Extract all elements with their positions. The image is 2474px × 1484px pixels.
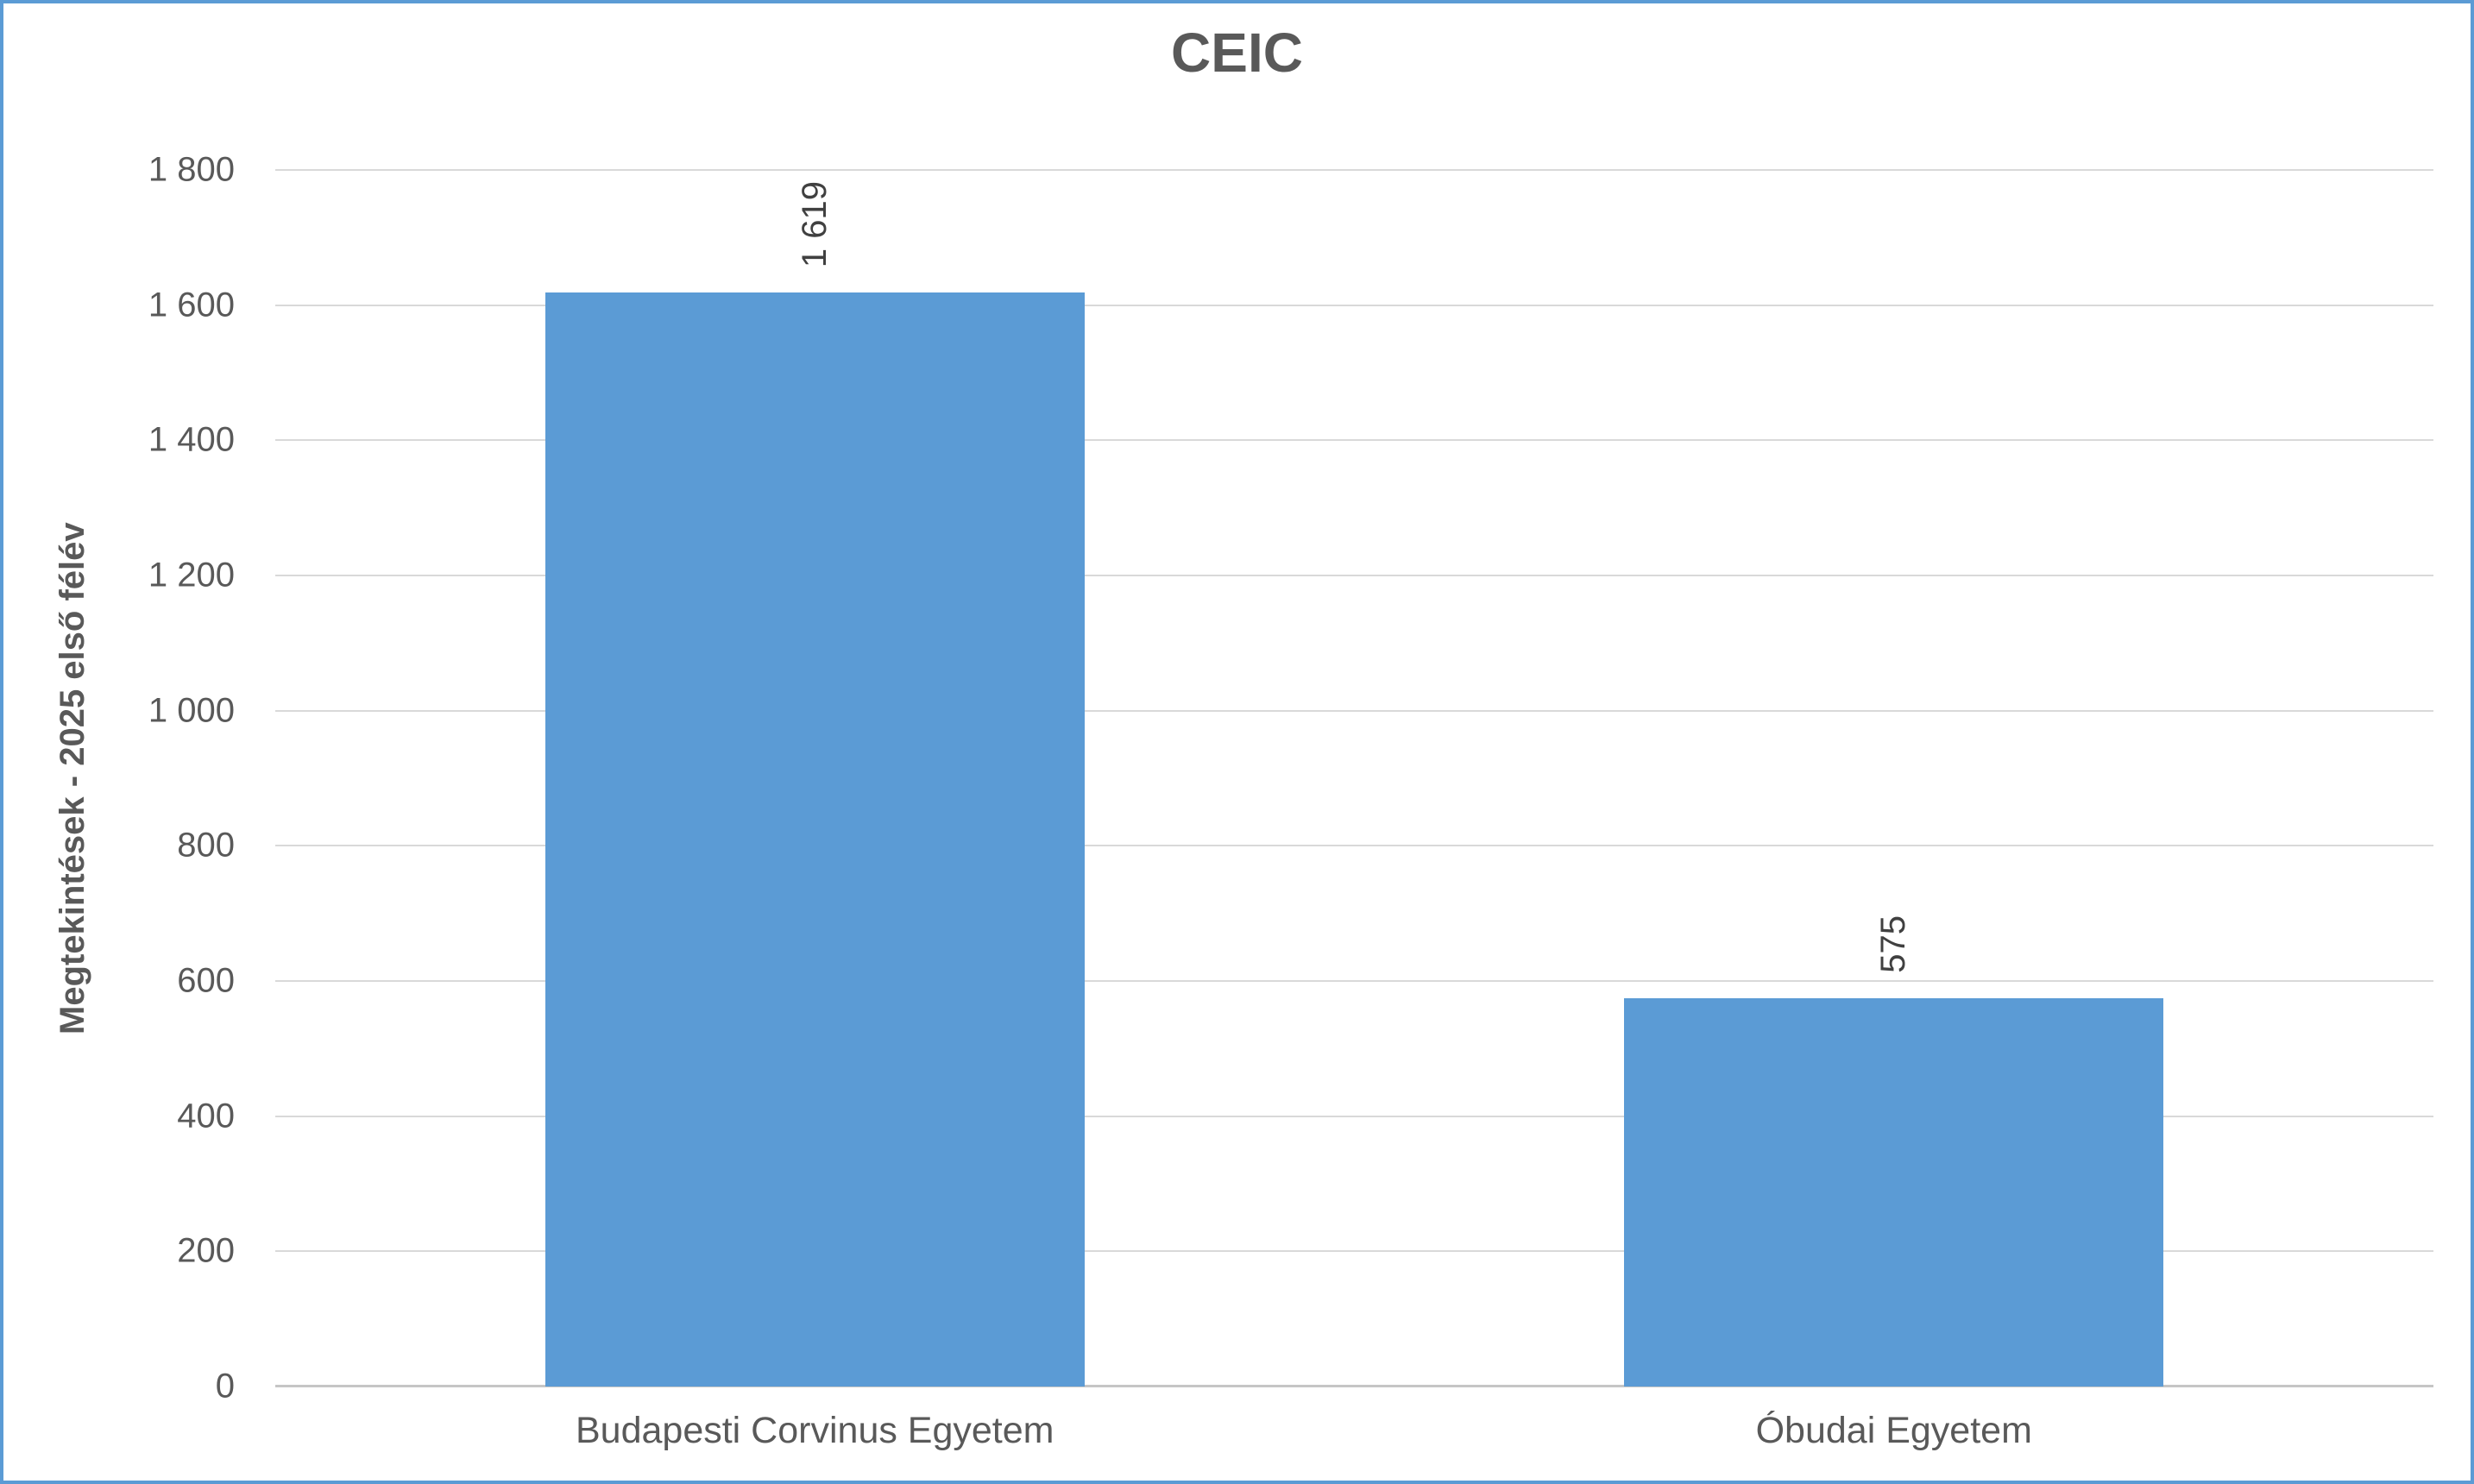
gridline bbox=[275, 1115, 2433, 1117]
y-tick-label: 1 000 bbox=[148, 691, 235, 730]
y-tick-label: 1 800 bbox=[148, 150, 235, 189]
gridline bbox=[275, 1250, 2433, 1253]
bar-slot: 575 bbox=[1355, 170, 2434, 1387]
gridline bbox=[275, 845, 2433, 847]
bar bbox=[545, 292, 1085, 1387]
plot-area: 1 619 575 bbox=[275, 169, 2434, 1387]
gridline bbox=[275, 709, 2433, 712]
x-category-label: Óbudai Egyetem bbox=[1755, 1410, 2032, 1451]
y-tick-label: 1 200 bbox=[148, 556, 235, 594]
x-category-label: Budapesti Corvinus Egyetem bbox=[575, 1410, 1054, 1451]
bar-value-label: 575 bbox=[1874, 915, 1913, 973]
gridline bbox=[275, 980, 2433, 982]
bar-value-label: 1 619 bbox=[795, 180, 834, 267]
y-tick-label: 0 bbox=[215, 1367, 235, 1405]
y-tick-label: 800 bbox=[177, 826, 235, 865]
y-tick-label: 1 600 bbox=[148, 286, 235, 324]
gridline bbox=[275, 169, 2433, 171]
y-tick-label: 1 400 bbox=[148, 420, 235, 459]
bar bbox=[1624, 997, 2164, 1387]
y-axis-tick-labels: 0 200 400 600 800 1 000 1 200 1 400 1 600 1 800 bbox=[3, 151, 235, 1405]
bar-slot: 1 619 bbox=[275, 170, 1355, 1387]
x-axis-category-labels: Budapesti Corvinus Egyetem Óbudai Egyetem bbox=[275, 1410, 2433, 1452]
x-axis-line bbox=[275, 1385, 2433, 1387]
y-tick-label: 400 bbox=[177, 1097, 235, 1135]
y-tick-label: 600 bbox=[177, 961, 235, 1000]
chart-title: CEIC bbox=[1171, 22, 1303, 84]
y-tick-label: 200 bbox=[177, 1231, 235, 1270]
gridline bbox=[275, 439, 2433, 442]
gridline bbox=[275, 304, 2433, 306]
gridline bbox=[275, 575, 2433, 576]
